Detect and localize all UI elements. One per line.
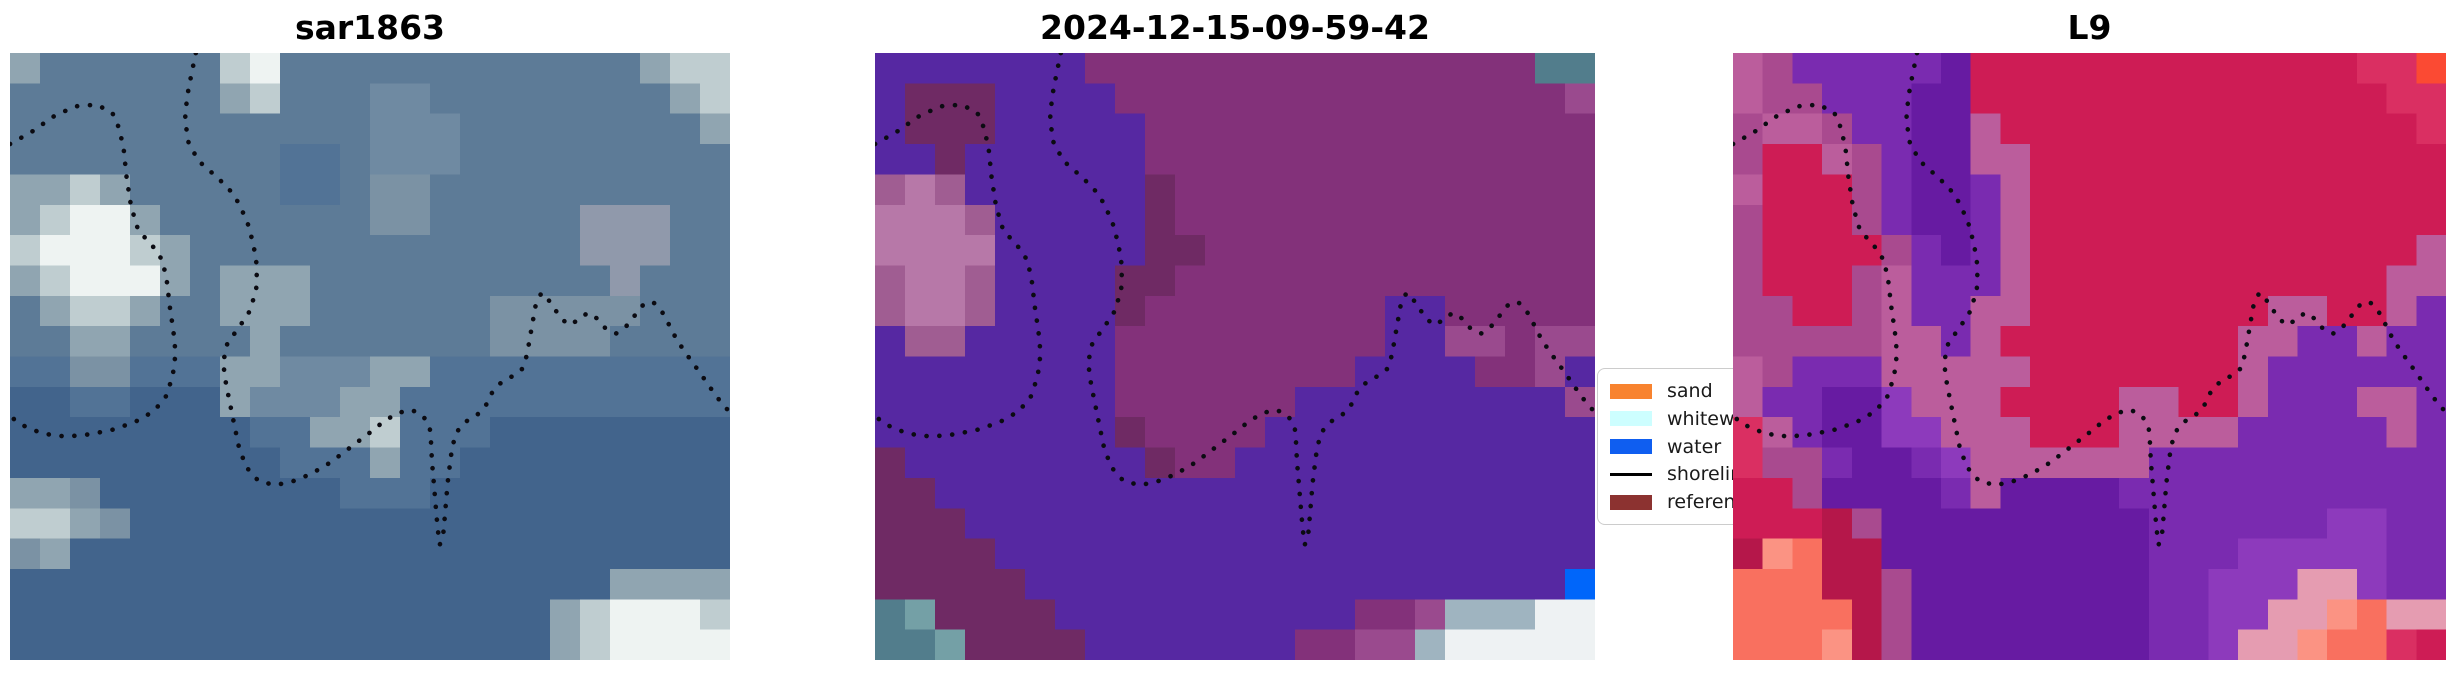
shoreline-dotted-overlay bbox=[1733, 53, 2446, 548]
whitewater-color-swatch bbox=[1610, 411, 1652, 427]
shoreline-loop-contour bbox=[10, 102, 178, 439]
panel-classified-image bbox=[875, 53, 1595, 660]
sand-color-swatch bbox=[1610, 383, 1652, 399]
legend-item-water: water bbox=[1610, 436, 1846, 458]
panel-sar: sar1863 bbox=[10, 8, 730, 660]
shoreline-line-swatch bbox=[1610, 472, 1652, 476]
legend-item-shoreline: shoreline bbox=[1610, 463, 1846, 485]
panel-l9-image bbox=[1733, 53, 2446, 660]
legend-label-water: water bbox=[1667, 435, 1722, 458]
l9-satellite-image bbox=[1733, 53, 2446, 660]
legend-item-sand: sand bbox=[1610, 380, 1846, 402]
sar-satellite-image bbox=[10, 53, 730, 660]
shoreline-loop-contour bbox=[1733, 102, 1900, 439]
shoreline-main-contour bbox=[1047, 53, 1595, 548]
classified-satellite-image bbox=[875, 53, 1595, 660]
shoreline-dotted-overlay bbox=[875, 53, 1595, 548]
panel-sar-title: sar1863 bbox=[294, 8, 446, 47]
panel-classified-title: 2024-12-15-09-59-42 bbox=[1040, 8, 1430, 47]
shoreline-main-contour bbox=[182, 53, 730, 548]
shoreline-main-contour bbox=[1904, 53, 2446, 548]
water-color-swatch bbox=[1610, 439, 1652, 454]
panel-classified: 2024-12-15-09-59-42 bbox=[875, 8, 1595, 660]
panel-l9: L9 bbox=[1733, 8, 2446, 660]
shoreline-loop-contour bbox=[875, 102, 1043, 439]
panel-sar-image bbox=[10, 53, 730, 660]
panel-l9-title: L9 bbox=[2067, 8, 2112, 47]
legend-label-sand: sand bbox=[1667, 380, 1713, 402]
shoreline-dotted-overlay bbox=[10, 53, 730, 548]
legend-label-shoreline: shoreline bbox=[1667, 463, 1754, 486]
reference-color-swatch bbox=[1610, 494, 1652, 510]
